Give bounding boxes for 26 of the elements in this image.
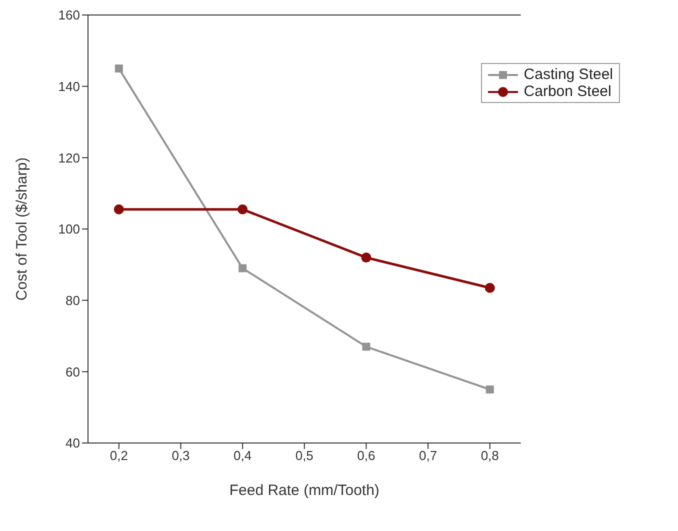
point bbox=[484, 282, 495, 293]
point bbox=[486, 386, 494, 394]
y-tick-label: 160 bbox=[58, 8, 80, 23]
x-tick-label: 0,4 bbox=[234, 448, 252, 464]
point bbox=[114, 204, 124, 214]
x-tick-label: 0,8 bbox=[480, 448, 499, 464]
y-tick-label: 140 bbox=[58, 78, 80, 94]
y-tick-label: 60 bbox=[66, 364, 80, 380]
y-tick-label: 120 bbox=[58, 150, 80, 166]
point bbox=[238, 204, 248, 214]
y-axis-title: Cost of Tool ($/sharp) bbox=[13, 157, 30, 301]
x-tick-label: 0,7 bbox=[419, 448, 438, 464]
point bbox=[114, 64, 123, 72]
x-tick-label: 0,5 bbox=[295, 448, 314, 464]
y-tick-label: 40 bbox=[66, 436, 80, 451]
point bbox=[362, 342, 370, 351]
point bbox=[361, 252, 372, 263]
point bbox=[238, 264, 247, 272]
x-tick-label: 0,2 bbox=[110, 448, 128, 464]
y-tick-label: 100 bbox=[58, 222, 80, 237]
x-axis-title: Feed Rate (mm/Tooth) bbox=[229, 482, 380, 499]
legend-label: Carbon Steel bbox=[524, 83, 612, 100]
y-tick-label: 80 bbox=[66, 292, 80, 308]
x-tick-label: 0,6 bbox=[357, 448, 376, 464]
x-tick-label: 0,3 bbox=[172, 448, 190, 464]
legend-label: Casting Steel bbox=[524, 66, 613, 83]
